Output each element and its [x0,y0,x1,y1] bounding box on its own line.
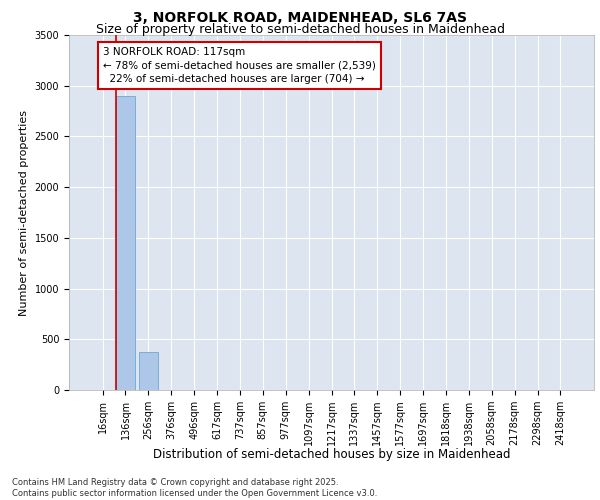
X-axis label: Distribution of semi-detached houses by size in Maidenhead: Distribution of semi-detached houses by … [153,448,510,461]
Bar [139,352,158,390]
Text: 3, NORFOLK ROAD, MAIDENHEAD, SL6 7AS: 3, NORFOLK ROAD, MAIDENHEAD, SL6 7AS [133,11,467,25]
Y-axis label: Number of semi-detached properties: Number of semi-detached properties [19,110,29,316]
Text: Size of property relative to semi-detached houses in Maidenhead: Size of property relative to semi-detach… [95,22,505,36]
Text: 3 NORFOLK ROAD: 117sqm
← 78% of semi-detached houses are smaller (2,539)
  22% o: 3 NORFOLK ROAD: 117sqm ← 78% of semi-det… [103,47,376,84]
Text: Contains HM Land Registry data © Crown copyright and database right 2025.
Contai: Contains HM Land Registry data © Crown c… [12,478,377,498]
Bar [116,96,135,390]
